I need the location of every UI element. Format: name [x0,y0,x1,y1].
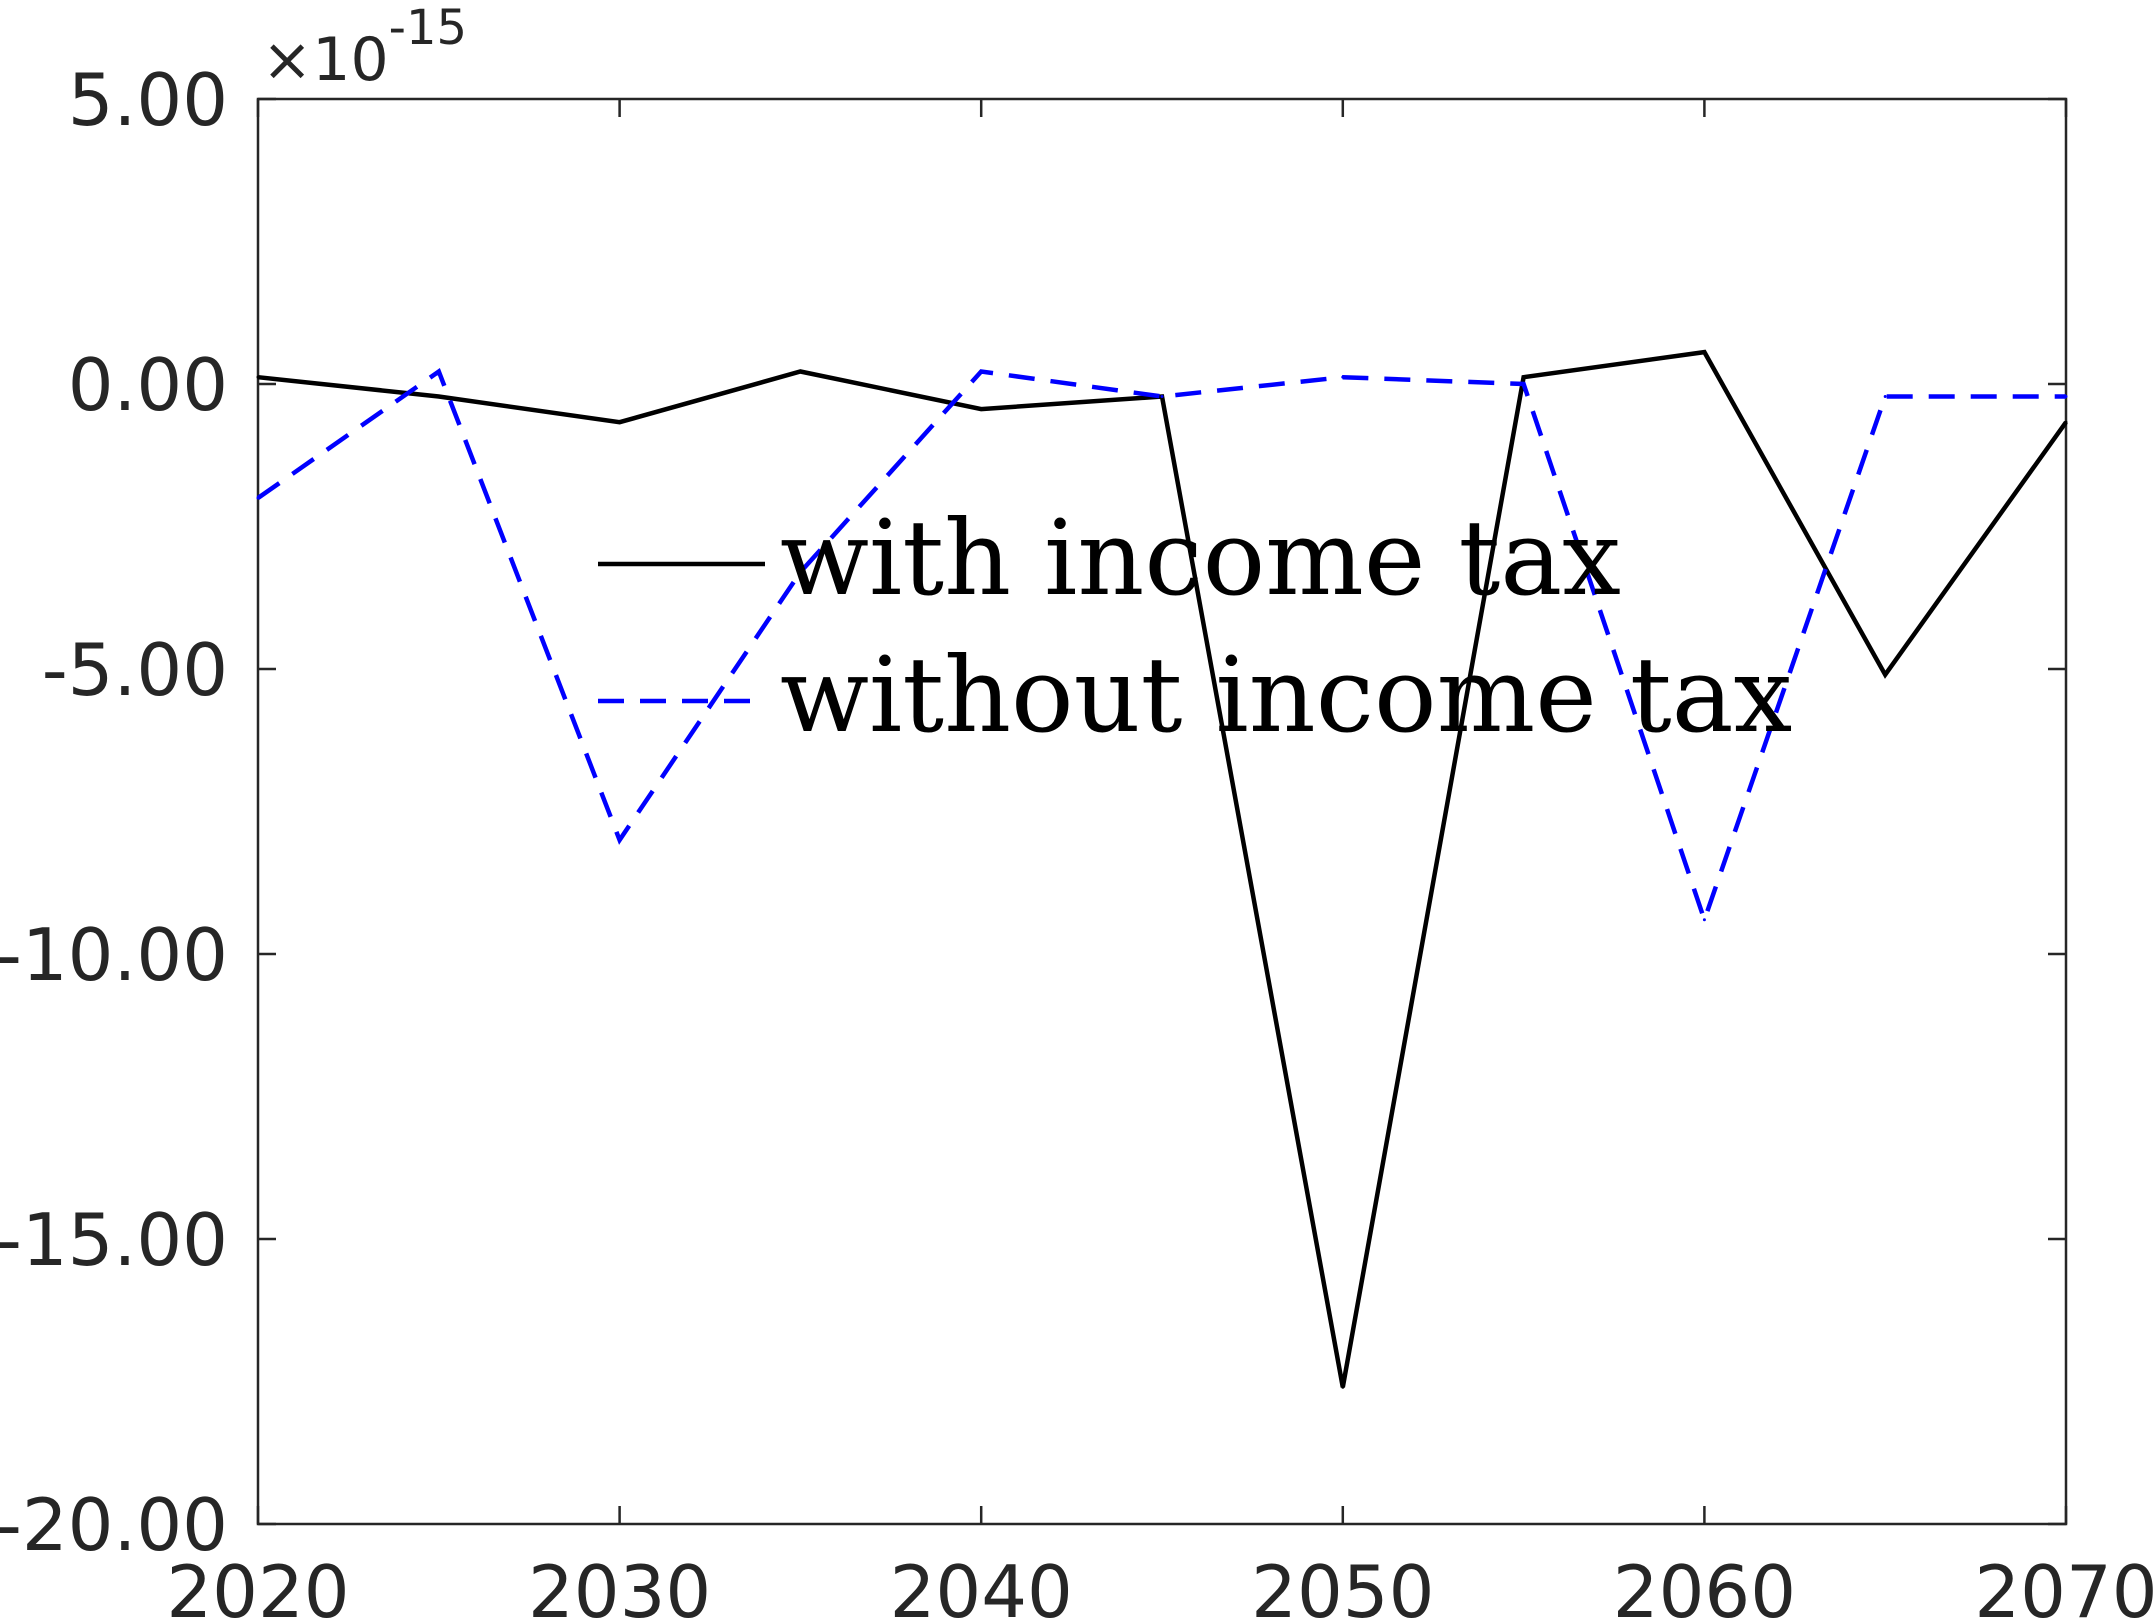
data-point [256,496,260,500]
data-point [1702,918,1706,922]
legend: with income tax without income tax [598,497,1792,756]
y-tick-label: -10.00 [0,913,228,997]
legend-label: without income tax [780,634,1792,756]
y-tick-label: -20.00 [0,1483,228,1567]
data-point [798,369,802,373]
y-exponent-base: ×10 [262,25,389,95]
y-exponent-power: -15 [389,0,467,56]
legend-label: with income tax [780,497,1621,619]
data-point [1160,395,1164,399]
y-exponent-label: ×10-15 [262,0,467,95]
data-point [1522,375,1526,379]
data-point [2064,395,2068,399]
data-point [1883,673,1887,677]
x-tick-label: 2050 [1251,1550,1434,1622]
data-point [1702,350,1706,354]
plot-axes [256,97,2068,1526]
data-point [979,369,983,373]
x-tick-label: 2060 [1613,1550,1796,1622]
plot-frame [256,97,2068,1526]
x-tick-label: 2030 [528,1550,711,1622]
x-tick-label: 2040 [890,1550,1073,1622]
data-point [1883,395,1887,399]
data-point [437,395,441,399]
data-point [798,570,802,574]
data-point [437,369,441,373]
series-line-without-income-tax [256,368,2066,927]
x-tick-label: 2020 [166,1550,349,1622]
data-point [618,838,622,842]
data-point [1341,375,1345,379]
data-point [1341,1385,1345,1389]
data-point [618,420,622,424]
y-tick-label: -15.00 [0,1198,228,1282]
data-point [1522,382,1526,386]
data-point [256,375,260,379]
y-tick-label: -5.00 [42,628,228,712]
data-point [2064,420,2068,424]
y-tick-label: 0.00 [68,343,228,427]
y-tick-label: 5.00 [68,58,228,142]
series-layer [256,349,2068,1389]
data-point [979,407,983,411]
x-tick-label: 2070 [1974,1550,2155,1622]
